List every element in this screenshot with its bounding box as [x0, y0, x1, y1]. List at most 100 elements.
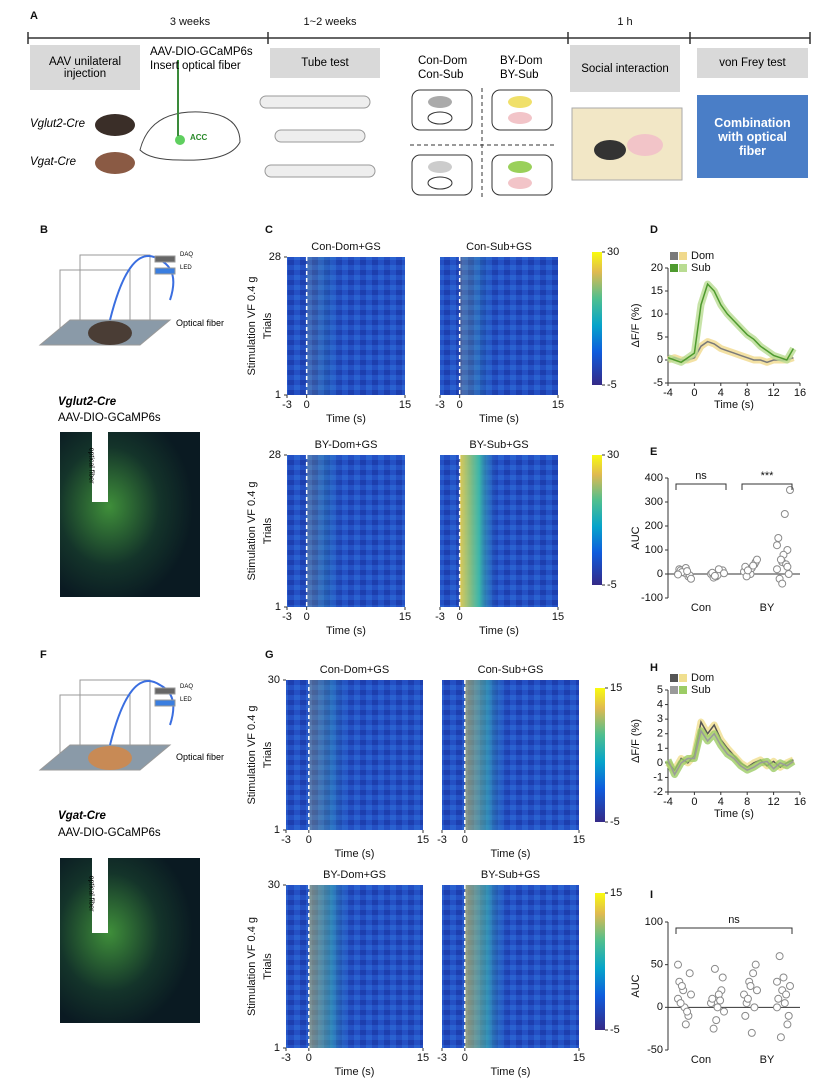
group: Con-Dom: [418, 55, 468, 67]
heatmap-title: Con-Sub+GS: [466, 241, 532, 253]
x-tick-label: 15: [417, 1052, 429, 1064]
data-point: [676, 999, 685, 1008]
data-point: [746, 982, 755, 990]
data-point: [714, 565, 723, 574]
x-axis-label: Time (s): [714, 399, 754, 411]
y-tick-label: 5: [657, 684, 663, 696]
data-point: [747, 1028, 756, 1037]
heatmap-title: BY-Sub+GS: [469, 439, 528, 451]
step-box: von Frey test: [697, 48, 808, 78]
y-axis-label: ΔF/F (%): [630, 303, 642, 347]
x-tick-label: 0: [304, 399, 310, 411]
x-tick-label: 0: [306, 834, 312, 846]
panel-letter: A: [30, 10, 38, 22]
legend-label: Sub: [691, 684, 711, 696]
x-tick-label: 12: [767, 387, 779, 399]
data-point: [685, 969, 694, 978]
y-axis-label: ΔF/F (%): [630, 719, 642, 763]
legend-swatch: [670, 674, 678, 682]
x-tick-label: 0: [462, 834, 468, 846]
panel-letter: B: [40, 224, 48, 236]
significance-label: ns: [728, 914, 740, 926]
data-point: [773, 977, 781, 986]
heatmap-response: [306, 455, 346, 607]
x-axis-label: Time (s): [479, 413, 519, 425]
mouse-line: Vglut2-Cre: [58, 396, 117, 408]
timeline-label: 1 h: [617, 16, 632, 28]
data-point: [780, 510, 789, 518]
x-axis-label: Time (s): [326, 625, 366, 637]
x-tick-label: 8: [744, 387, 750, 399]
significance-bracket: [675, 483, 727, 490]
y-axis-label: Stimulation VF 0.4 g: [246, 705, 258, 804]
heatmap-title: BY-Dom+GS: [323, 869, 386, 881]
x-tick-label: 15: [573, 1052, 585, 1064]
histology-image: [60, 858, 200, 1023]
setup-label: LED: [180, 265, 192, 271]
mouse-line: Vgat-Cre: [30, 156, 77, 168]
virus: AAV-DIO-GCaMP6s: [150, 46, 253, 58]
y-axis-label: Stimulation VF 0.4 g: [246, 481, 258, 580]
data-point: [784, 1011, 793, 1020]
x-axis-label: Time (s): [714, 808, 754, 820]
x-tick-label: -3: [281, 834, 291, 846]
y-tick-label: 0: [657, 757, 663, 769]
x-axis-label: Time (s): [491, 1066, 531, 1078]
x-tick-label: 0: [306, 1052, 312, 1064]
y-tick-label: 10: [651, 308, 663, 320]
panel-letter: C: [265, 224, 273, 236]
data-point: [778, 579, 787, 588]
heatmap-title: Con-Sub+GS: [478, 664, 544, 676]
data-point: [783, 562, 792, 571]
x-tick-label: 15: [399, 611, 411, 623]
x-tick-label: 16: [794, 796, 806, 808]
y-tick-label: 30: [268, 674, 280, 686]
mouse-line: Vgat-Cre: [58, 810, 106, 822]
y-tick-label: 2: [657, 728, 663, 740]
x-tick-label: 15: [417, 834, 429, 846]
data-point: [786, 982, 794, 990]
x-tick-label: 15: [552, 399, 564, 411]
setup-label: Optical fiber: [176, 318, 225, 328]
y-tick-label: 30: [268, 879, 280, 891]
histology-image: [60, 432, 200, 597]
step-box: AAV unilateral injection: [30, 45, 140, 90]
panel-letter: F: [40, 649, 47, 661]
x-tick-label: Con: [691, 1054, 711, 1066]
step-box: Tube test: [270, 48, 380, 78]
fiber-step: Insert optical fiber: [150, 60, 241, 72]
heatmap-response: [308, 885, 355, 1048]
legend-swatch: [679, 674, 687, 682]
y-tick-label: -2: [653, 786, 663, 798]
data-point: [773, 541, 781, 550]
data-point: [779, 973, 788, 982]
colorbar: [592, 455, 602, 585]
y-tick-label: 15: [651, 285, 663, 297]
x-tick-label: -4: [663, 796, 673, 808]
heatmap-response: [464, 885, 511, 1048]
legend-swatch: [679, 686, 687, 694]
colorbar-label: -5: [610, 816, 620, 828]
y-tick-label: 400: [645, 472, 663, 484]
data-point: [677, 982, 686, 990]
group: Con-Sub: [418, 69, 464, 81]
group: BY-Dom: [500, 55, 543, 67]
colorbar-label: -5: [610, 1024, 620, 1036]
data-point: [683, 567, 692, 576]
y-tick-label: 50: [651, 959, 663, 971]
x-tick-label: 0: [462, 1052, 468, 1064]
mouse-icons: [95, 60, 683, 198]
y-axis-label: AUC: [630, 526, 642, 549]
significance-label: ***: [761, 470, 775, 482]
data-point: [749, 969, 758, 978]
data-point: [683, 1007, 692, 1016]
x-tick-label: BY: [760, 602, 775, 614]
y-axis-label: Trials: [262, 953, 274, 980]
y-tick-label: 0: [657, 568, 663, 580]
heatmap-response: [306, 257, 346, 395]
y-axis-label: Stimulation VF 0.4 g: [246, 917, 258, 1016]
data-point: [708, 994, 717, 1003]
y-tick-label: 28: [269, 449, 281, 461]
